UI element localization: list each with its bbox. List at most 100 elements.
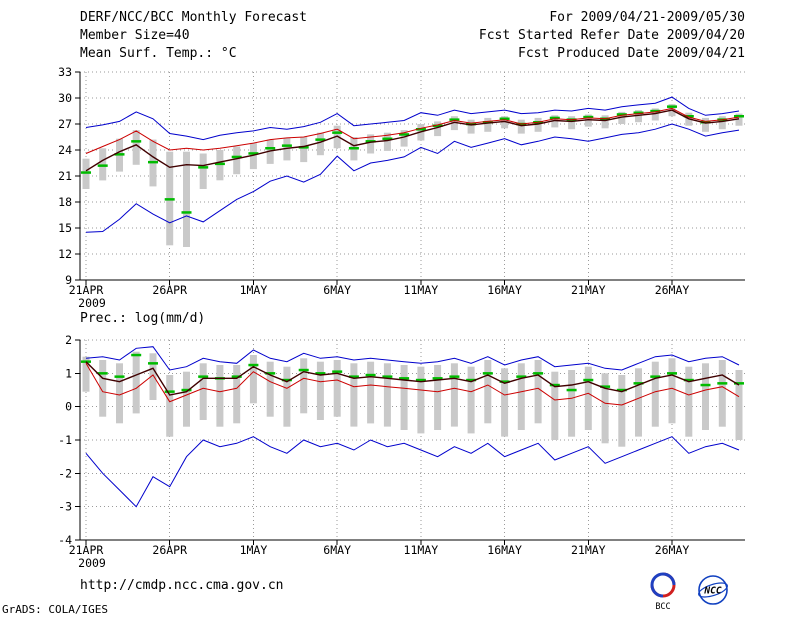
- obs-dash: [114, 153, 125, 156]
- obs-dash: [382, 137, 393, 140]
- y-tick-label: 0: [65, 400, 72, 414]
- spread-bar: [283, 137, 291, 161]
- member-size-label: Member Size=40: [80, 28, 190, 43]
- obs-dash: [231, 155, 242, 159]
- obs-dash: [650, 375, 661, 378]
- ncc-logo: NCC: [698, 575, 728, 605]
- obs-dash: [700, 383, 711, 387]
- spread-bar: [116, 363, 123, 424]
- source-url: http://cmdp.ncc.cma.gov.cn: [80, 578, 284, 593]
- y-tick-label: 21: [58, 169, 72, 183]
- obs-dash: [583, 115, 594, 119]
- page-title: DERF/NCC/BCC Monthly Forecast: [80, 10, 307, 25]
- member-max-line: [85, 346, 740, 371]
- obs-dash: [549, 116, 560, 120]
- obs-dash: [683, 378, 694, 382]
- x-tick-label: 26MAY: [655, 283, 690, 297]
- spread-bar: [216, 150, 224, 181]
- obs-dash: [348, 375, 359, 378]
- obs-dash: [315, 138, 326, 141]
- spread-bar: [568, 370, 576, 437]
- x-tick-label: 21MAY: [571, 283, 606, 297]
- spread-bar: [383, 132, 391, 151]
- x-tick-year-label: 2009: [78, 296, 106, 310]
- obs-dash: [164, 198, 175, 201]
- ncc-logo-text: NCC: [703, 586, 721, 597]
- obs-dash: [131, 353, 142, 357]
- spread-bar: [517, 363, 525, 430]
- spread-bar: [601, 115, 609, 129]
- y-tick-label: -3: [58, 500, 72, 514]
- spread-bar: [551, 115, 559, 128]
- y-tick-label: 27: [58, 117, 72, 131]
- spread-bar: [367, 361, 375, 424]
- spread-bar: [300, 137, 308, 163]
- obs-dash: [248, 152, 259, 155]
- spread-bar: [501, 116, 509, 129]
- spread-bar: [400, 365, 408, 430]
- spread-bar: [132, 351, 140, 414]
- obs-dash: [214, 162, 225, 166]
- obs-dash: [298, 368, 309, 372]
- x-tick-label: 21APR: [69, 543, 104, 557]
- obs-dash: [600, 385, 611, 388]
- obs-dash: [148, 362, 158, 365]
- spread-bar: [233, 146, 241, 175]
- spread-bar: [467, 119, 475, 134]
- spread-bar: [82, 356, 90, 392]
- spread-bar: [735, 370, 743, 440]
- obs-dash: [667, 372, 677, 375]
- obs-dash: [583, 378, 594, 382]
- spread-bar: [467, 366, 475, 434]
- obs-dash: [181, 388, 192, 392]
- forecast-range-label: For 2009/04/21-2009/05/30: [549, 10, 745, 25]
- y-tick-label: 18: [58, 195, 72, 209]
- ensemble-mean-line: [85, 363, 740, 406]
- obs-dash: [265, 372, 276, 375]
- obs-dash: [81, 171, 91, 174]
- spread-bar: [534, 117, 542, 132]
- spread-bar: [316, 361, 324, 420]
- x-tick-label: 26APR: [152, 283, 187, 297]
- x-tick-label: 1MAY: [240, 283, 268, 297]
- obs-dash: [281, 144, 292, 147]
- obs-dash: [717, 382, 728, 385]
- y-tick-label: -1: [58, 433, 72, 447]
- obs-dash: [332, 370, 343, 373]
- spread-bar: [233, 365, 241, 424]
- spread-bar: [99, 148, 107, 181]
- spread-bar: [300, 358, 308, 414]
- obs-dash: [499, 380, 510, 383]
- obs-dash: [549, 383, 560, 387]
- temp-panel-title: Mean Surf. Temp.: °C: [80, 46, 237, 61]
- x-tick-label: 11MAY: [404, 283, 439, 297]
- obs-dash: [181, 211, 192, 214]
- obs-dash: [365, 373, 376, 377]
- spread-bar: [635, 110, 642, 123]
- spread-bar: [651, 108, 659, 121]
- spread-bar: [618, 111, 626, 124]
- obs-dash: [650, 109, 661, 113]
- spread-bar: [568, 116, 576, 130]
- spread-bar: [501, 368, 509, 437]
- obs-dash: [198, 375, 209, 378]
- obs-dash: [683, 115, 694, 118]
- obs-dash: [449, 375, 460, 378]
- spread-bar: [484, 117, 492, 132]
- obs-dash: [633, 382, 644, 385]
- obs-dash: [734, 115, 744, 118]
- spread-bar: [651, 361, 659, 427]
- spread-bar: [417, 366, 425, 434]
- obs-dash: [148, 160, 158, 164]
- spread-bar: [383, 363, 391, 427]
- obs-dash: [97, 372, 108, 375]
- obs-dash: [348, 147, 359, 150]
- spread-bar: [735, 113, 743, 126]
- obs-dash: [332, 131, 343, 134]
- spread-bar: [249, 355, 257, 404]
- obs-dash: [432, 124, 443, 127]
- spread-bar: [618, 375, 626, 447]
- obs-dash: [231, 375, 242, 378]
- obs-dash: [466, 378, 477, 382]
